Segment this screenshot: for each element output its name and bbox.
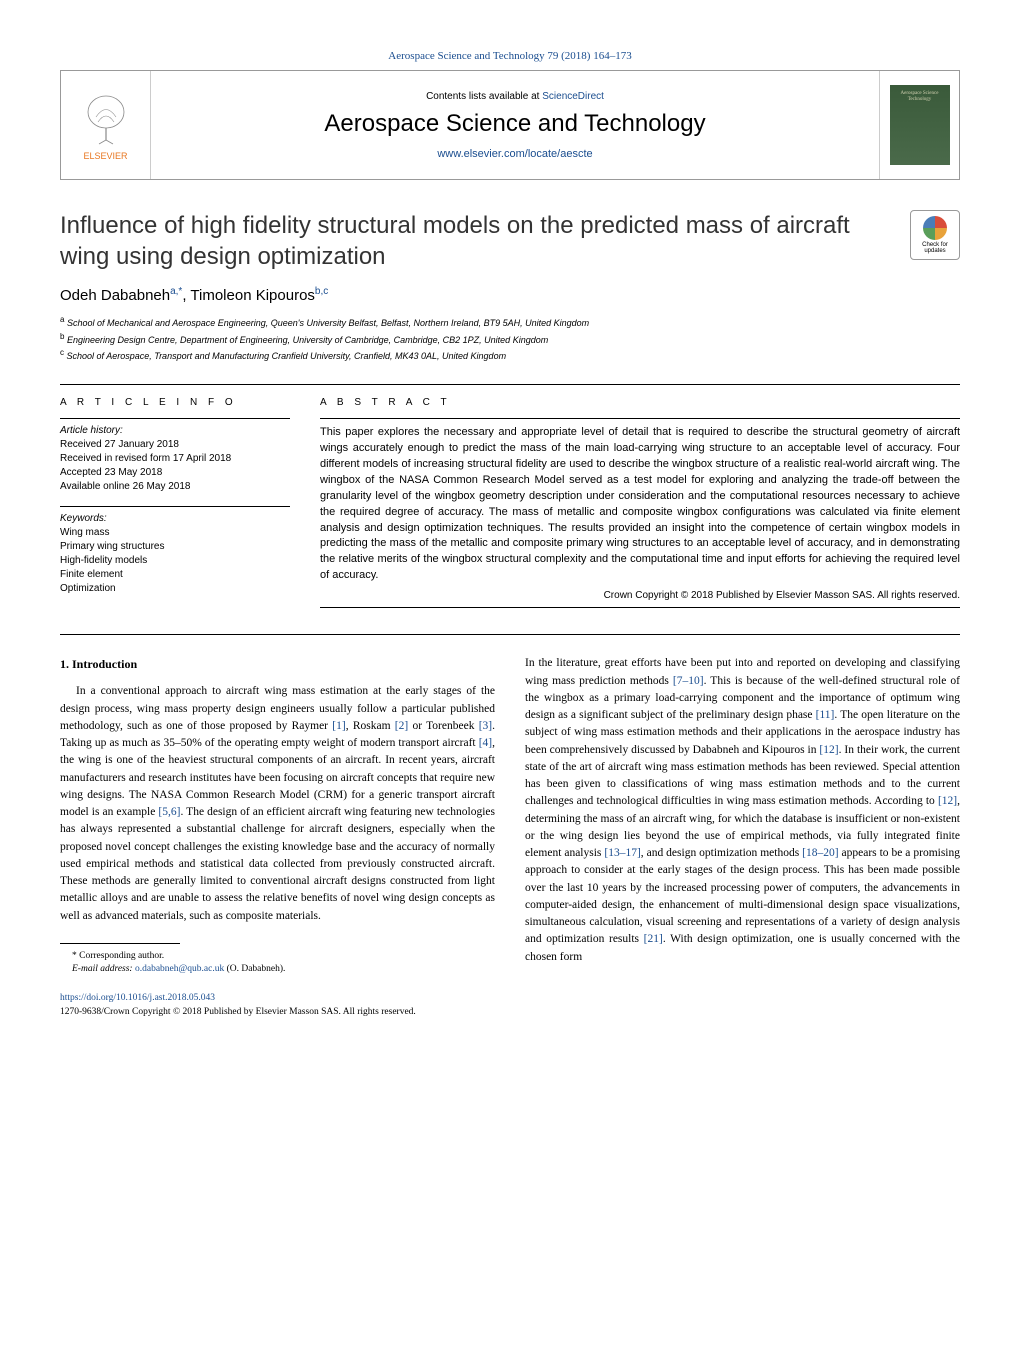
ref-link[interactable]: [3] (479, 720, 492, 732)
email-footnote: E-mail address: o.dababneh@qub.ac.uk (O.… (60, 963, 495, 976)
crossmark-icon (923, 216, 947, 240)
doi-link[interactable]: https://doi.org/10.1016/j.ast.2018.05.04… (60, 992, 960, 1005)
affiliation-b: b Engineering Design Centre, Department … (60, 331, 960, 348)
history-line: Available online 26 May 2018 (60, 480, 290, 494)
body-text: . The design of an efficient aircraft wi… (60, 806, 495, 922)
article-info-heading: A R T I C L E I N F O (60, 397, 290, 408)
ref-link[interactable]: [18–20] (802, 847, 838, 859)
ref-link[interactable]: [5,6] (158, 806, 180, 818)
footnote-divider (60, 943, 180, 944)
corresponding-author-note: * Corresponding author. (60, 950, 495, 963)
keyword: Optimization (60, 582, 290, 596)
journal-name: Aerospace Science and Technology (324, 110, 705, 138)
body-columns: 1. Introduction In a conventional approa… (60, 655, 960, 976)
body-text: or Torenbeek (408, 720, 479, 732)
keyword: Wing mass (60, 526, 290, 540)
publisher-logo-cell: ELSEVIER (61, 71, 151, 179)
keywords-label: Keywords: (60, 513, 290, 524)
divider (60, 418, 290, 419)
divider (60, 506, 290, 507)
section-heading: 1. Introduction (60, 655, 495, 673)
history-line: Received in revised form 17 April 2018 (60, 452, 290, 466)
abstract-text: This paper explores the necessary and ap… (320, 425, 960, 584)
author-2-sup: b,c (315, 286, 328, 297)
ref-link[interactable]: [1] (332, 720, 345, 732)
abstract-copyright: Crown Copyright © 2018 Published by Else… (320, 590, 960, 601)
article-title: Influence of high fidelity structural mo… (60, 210, 890, 272)
email-link[interactable]: o.dababneh@qub.ac.uk (135, 964, 224, 974)
history-line: Accepted 23 May 2018 (60, 466, 290, 480)
publisher-name: ELSEVIER (83, 151, 127, 161)
article-info-column: A R T I C L E I N F O Article history: R… (60, 397, 290, 614)
ref-link[interactable]: [7–10] (673, 675, 704, 687)
journal-header-center: Contents lists available at ScienceDirec… (151, 71, 879, 179)
sciencedirect-link[interactable]: ScienceDirect (542, 91, 604, 102)
divider (320, 607, 960, 608)
journal-homepage-link[interactable]: www.elsevier.com/locate/aescte (437, 148, 592, 160)
ref-link[interactable]: [4] (479, 737, 492, 749)
ref-link[interactable]: [11] (816, 709, 835, 721)
abstract-heading: A B S T R A C T (320, 397, 960, 408)
journal-cover-thumb: Aerospace Science Technology (890, 85, 950, 165)
ref-link[interactable]: [2] (395, 720, 408, 732)
body-paragraph: In a conventional approach to aircraft w… (60, 683, 495, 925)
affiliation-c: c School of Aerospace, Transport and Man… (60, 347, 960, 364)
keyword: Finite element (60, 568, 290, 582)
aff-text: Engineering Design Centre, Department of… (67, 335, 548, 345)
author-1-name: Odeh Dababneh (60, 287, 170, 304)
email-label: E-mail address: (72, 964, 135, 974)
authors-line: Odeh Dababneha,*, Timoleon Kipourosb,c (60, 286, 960, 304)
elsevier-tree-icon (76, 89, 136, 149)
body-column-left: 1. Introduction In a conventional approa… (60, 655, 495, 976)
author-1-sup: a,* (170, 286, 182, 297)
aff-sup: c (60, 348, 64, 357)
author-2-name: Timoleon Kipouros (190, 287, 315, 304)
journal-cover-cell: Aerospace Science Technology (879, 71, 959, 179)
contents-prefix: Contents lists available at (426, 91, 542, 102)
issn-copyright-line: 1270-9638/Crown Copyright © 2018 Publish… (60, 1006, 960, 1019)
body-column-right: In the literature, great efforts have be… (525, 655, 960, 976)
divider (60, 634, 960, 635)
body-text: , and design optimization methods (641, 847, 802, 859)
affiliations: a School of Mechanical and Aerospace Eng… (60, 314, 960, 364)
history-label: Article history: (60, 425, 290, 436)
keyword: Primary wing structures (60, 540, 290, 554)
divider (60, 384, 960, 385)
aff-sup: a (60, 315, 64, 324)
body-text: , Roskam (346, 720, 395, 732)
contents-available-line: Contents lists available at ScienceDirec… (426, 91, 604, 102)
journal-header-box: ELSEVIER Contents lists available at Sci… (60, 70, 960, 180)
body-paragraph: In the literature, great efforts have be… (525, 655, 960, 966)
divider (320, 418, 960, 419)
check-updates-badge[interactable]: Check for updates (910, 210, 960, 260)
ref-link[interactable]: [21] (644, 933, 663, 945)
ref-link[interactable]: [12] (819, 744, 838, 756)
affiliation-a: a School of Mechanical and Aerospace Eng… (60, 314, 960, 331)
aff-text: School of Mechanical and Aerospace Engin… (67, 318, 589, 328)
aff-text: School of Aerospace, Transport and Manuf… (67, 351, 507, 361)
journal-citation: Aerospace Science and Technology 79 (201… (60, 50, 960, 62)
history-line: Received 27 January 2018 (60, 438, 290, 452)
check-updates-label: Check for updates (911, 242, 959, 254)
page-footer: https://doi.org/10.1016/j.ast.2018.05.04… (60, 992, 960, 1019)
cover-thumb-text: Aerospace Science Technology (890, 91, 950, 103)
abstract-column: A B S T R A C T This paper explores the … (320, 397, 960, 614)
ref-link[interactable]: [13–17] (604, 847, 640, 859)
body-text: appears to be a promising approach to co… (525, 847, 960, 945)
keyword: High-fidelity models (60, 554, 290, 568)
aff-sup: b (60, 332, 64, 341)
email-author: (O. Dababneh). (224, 964, 285, 974)
ref-link[interactable]: [12] (938, 795, 957, 807)
